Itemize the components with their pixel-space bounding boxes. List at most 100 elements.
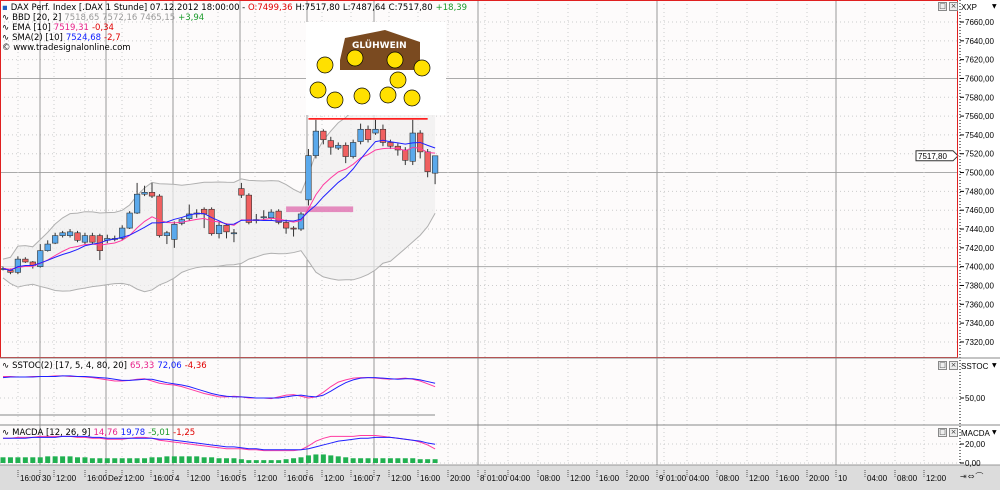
sstoc-legend[interactable]: ∿ SSTOC(2) [17, 5, 4, 80, 20] 65,33 72,06 -4… (2, 361, 210, 371)
ema-legend[interactable]: ∿ EMA [10] 7519,31 -0,34 (2, 23, 117, 33)
time-tick-label: 7 (376, 474, 381, 483)
macd-hist-bar (52, 456, 58, 463)
close-icon[interactable]: × (949, 428, 958, 437)
time-tick-label: 20:00 (450, 474, 471, 483)
close-icon[interactable]: × (949, 2, 958, 11)
candle (59, 230, 66, 238)
copyright: © www.tradesignalonline.com (2, 43, 131, 53)
smiley-icon (326, 91, 344, 109)
candle (320, 129, 327, 145)
candle (357, 123, 364, 145)
candle (74, 230, 81, 243)
candle (126, 211, 133, 230)
macd-hist-bar (395, 458, 401, 463)
macd-hist-bar (156, 457, 162, 463)
macd-hist-bar (380, 458, 386, 463)
bbd-label: BBD [20, 2] (12, 13, 62, 23)
candle-body (215, 224, 223, 235)
macd-hist-bar (231, 458, 237, 463)
candle (134, 182, 141, 214)
macd-hist-bar (0, 457, 6, 463)
macd-hist-bar (373, 458, 378, 463)
macd-value: 14,76 (93, 428, 118, 438)
macd-hist-bar (350, 458, 356, 463)
candle-body (335, 144, 342, 149)
smiley-icon (346, 49, 364, 67)
chevron-down-icon[interactable]: ▼ (992, 429, 997, 436)
price-tick-label: 7620,00 (965, 56, 994, 65)
smiley-icon (386, 51, 404, 69)
candle-body (268, 211, 275, 219)
macd-hist-bar (224, 458, 229, 463)
time-tick-label: 12:00 (124, 474, 145, 483)
close-icon[interactable]: × (949, 361, 958, 370)
chevron-down-icon[interactable]: ▼ (992, 3, 997, 10)
candle-body (134, 193, 141, 214)
macd-label: MACDA [12, 26, 9] (12, 428, 91, 438)
candle (282, 219, 290, 234)
time-tick-label: 12:00 (190, 474, 211, 483)
time-tick-label: 04:00 (510, 474, 531, 483)
price-tick-label: 7540,00 (965, 131, 994, 140)
candle (372, 119, 379, 135)
zoom-controls[interactable]: ⇥⇔⌒ (960, 472, 985, 481)
time-tick-label: 16:00 (779, 474, 800, 483)
macd-hist-bar (171, 456, 177, 463)
macd-hist-bar (425, 459, 431, 463)
sma-legend[interactable]: ∿ SMA(2) [10] 7524,68 -2,7 (2, 33, 124, 43)
macd-hist-bar (313, 454, 319, 463)
price-tick-label: 7640,00 (965, 37, 994, 46)
time-tick-label: 08:00 (719, 474, 740, 483)
price-tick-label: 7340,00 (965, 319, 994, 328)
candle-body (379, 128, 387, 143)
chevron-down-icon[interactable]: ▼ (992, 362, 997, 369)
candle-body (312, 130, 320, 156)
bbd-legend[interactable]: ∿ BBD [20, 2] 7518,65 7572,16 7465,15 +3,94 (2, 13, 207, 23)
price-tick-label: 7440,00 (965, 225, 994, 234)
macd-hist-bar (37, 457, 43, 463)
ema-label: EMA [10] (12, 23, 51, 33)
sstoc-d-value: 72,06 (157, 361, 182, 371)
candle-body (163, 232, 171, 236)
sma-value: 7524,68 (65, 33, 102, 43)
axis-background (958, 0, 1000, 465)
macd-hist-bar (89, 458, 95, 463)
candle-body (424, 151, 431, 172)
macd-hist-bar (246, 460, 252, 463)
bbd-values: 7518,65 7572,16 7465,15 (64, 13, 176, 23)
maximize-icon[interactable]: □ (938, 428, 947, 437)
candle-body (327, 140, 334, 148)
candle-body (37, 250, 44, 267)
time-tick-label: 12:00 (257, 474, 278, 483)
macd-hist-bar (119, 458, 125, 463)
logo-text: GLÜHWEIN (352, 40, 407, 51)
price-tick-label: 7420,00 (965, 244, 994, 253)
sstoc-axis-title: SSTOC (961, 362, 989, 371)
macd-signal-value: 19,78 (120, 428, 146, 438)
smiley-icon (316, 56, 334, 74)
macd-legend[interactable]: ∿ MACDA [12, 26, 9] 14,76 19,78 -5,01 -1,25 (2, 428, 198, 438)
candle-body (387, 142, 394, 147)
macd-hist-bar (112, 458, 118, 463)
candle-body (119, 227, 126, 239)
macd-hist-bar (358, 458, 364, 463)
candle (230, 229, 238, 243)
bollinger-lower-line (2, 212, 436, 293)
macd-hist-bar (276, 460, 282, 463)
maximize-icon[interactable]: □ (938, 2, 947, 11)
time-tick-label: 01:00 (487, 474, 508, 483)
price-tick-label: 7480,00 (965, 187, 994, 196)
maximize-icon[interactable]: □ (938, 361, 947, 370)
time-tick-label: 12:00 (570, 474, 591, 483)
time-tick-label: 16:00 (153, 474, 174, 483)
ema-value: 7519,31 (53, 23, 89, 33)
macd-hist-bar (305, 455, 311, 463)
macd-hist-bar (149, 457, 155, 463)
ohlc-close: C:7517,80 (388, 3, 433, 13)
sma-change: -2,7 (104, 33, 121, 43)
macd-hist-bar (164, 456, 170, 463)
candle (312, 119, 320, 159)
candle (22, 257, 29, 263)
macd-hist-bar (335, 456, 341, 463)
